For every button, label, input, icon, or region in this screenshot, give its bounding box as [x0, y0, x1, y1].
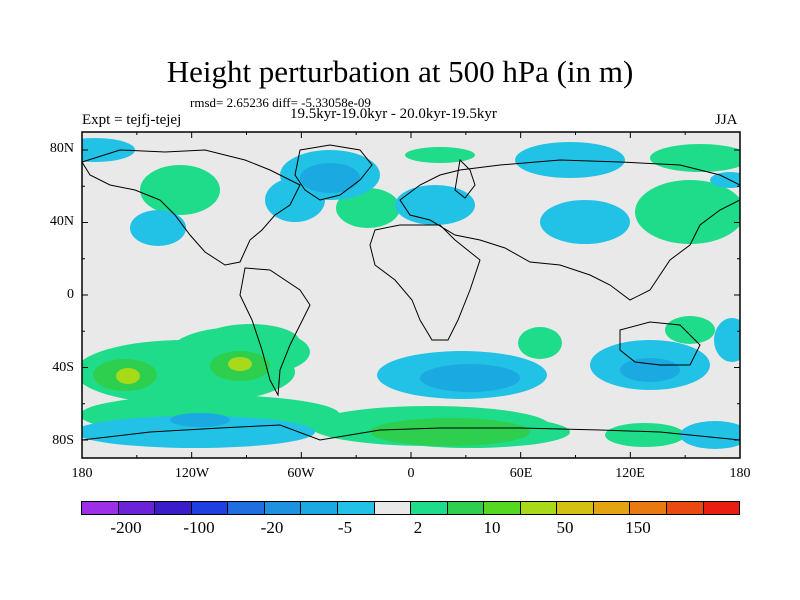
- colorbar-label: -20: [260, 518, 284, 537]
- lon-tick-label: 120E: [615, 466, 645, 481]
- colorbar-label: 2: [413, 518, 423, 537]
- colorbar-label: -200: [110, 518, 142, 537]
- lat-tick-label: 80N: [49, 141, 74, 156]
- negative-core: [420, 364, 520, 392]
- lat-tick-label: 40N: [49, 214, 74, 229]
- positive-region: [665, 316, 715, 344]
- negative-region: [540, 200, 630, 244]
- colorbar-box: [154, 501, 192, 515]
- negative-region: [710, 172, 740, 188]
- colorbar-label: 150: [625, 518, 651, 537]
- negative-core: [300, 163, 360, 193]
- colorbar-box: [666, 501, 704, 515]
- negative-core: [170, 413, 230, 427]
- positive-region: [605, 423, 685, 447]
- colorbar-box: [592, 501, 631, 515]
- colorbar-box: [373, 501, 412, 515]
- coastlines: [82, 144, 740, 441]
- lon-tick-label: 60E: [509, 466, 533, 481]
- stats-label: rmsd= 2.65236 diff= -5.33058e-09: [190, 95, 371, 110]
- negative-region: [395, 185, 475, 225]
- lon-tick-label: 180: [729, 466, 751, 481]
- colorbar-label: 10: [483, 518, 501, 537]
- colorbar-box: [556, 501, 594, 515]
- colorbar-box: [446, 501, 485, 515]
- positive-region: [635, 180, 740, 244]
- lon-tick-label: 0: [407, 466, 415, 481]
- axis-ticks: [81, 132, 741, 458]
- positive-region: [200, 324, 300, 360]
- colorbar-box: [336, 501, 375, 515]
- page-title: Height perturbation at 500 hPa (in m): [166, 54, 634, 89]
- colorbar-box: [702, 501, 741, 515]
- negative-region: [82, 138, 135, 162]
- colorbar-box: [519, 501, 558, 515]
- colorbar-box: [81, 501, 119, 515]
- lon-tick-label: 180: [71, 466, 93, 481]
- lon-tick-label: 120W: [174, 466, 210, 481]
- lat-tick-label: 80S: [52, 433, 74, 448]
- period-label: 19.5kyr-19.0kyr - 20.0kyr-19.5kyr: [290, 106, 497, 122]
- colorbar-box: [263, 501, 302, 515]
- colorbar-box: [410, 501, 448, 515]
- season-label: JJA: [715, 112, 738, 128]
- colorbar-label: -5: [337, 518, 353, 537]
- negative-core: [620, 358, 680, 382]
- negative-region: [714, 318, 740, 362]
- lat-tick-label: 0: [67, 287, 74, 302]
- experiment-label: Expt = tejfj-tejej: [82, 112, 182, 128]
- positive-region: [650, 144, 740, 172]
- colorbar-box: [629, 501, 667, 515]
- colorbar-box: [117, 501, 156, 515]
- colorbar-label: -100: [183, 518, 215, 537]
- negative-region: [130, 210, 186, 246]
- positive-region: [518, 327, 562, 359]
- positive-peak: [228, 357, 252, 371]
- colorbar-box: [227, 501, 265, 515]
- colorbar-label: 50: [556, 518, 574, 537]
- lat-tick-label: 40S: [52, 360, 74, 375]
- positive-region: [336, 188, 400, 228]
- positive-core: [370, 418, 530, 446]
- positive-peak: [116, 368, 140, 384]
- perturbation-fields: [82, 138, 740, 449]
- negative-region: [680, 421, 740, 449]
- positive-region: [140, 165, 220, 215]
- colorbar: [81, 501, 741, 515]
- positive-region: [405, 147, 475, 163]
- colorbar-box: [190, 501, 229, 515]
- negative-region: [82, 416, 315, 448]
- lon-tick-label: 60W: [287, 466, 315, 481]
- colorbar-box: [483, 501, 521, 515]
- colorbar-box: [300, 501, 338, 515]
